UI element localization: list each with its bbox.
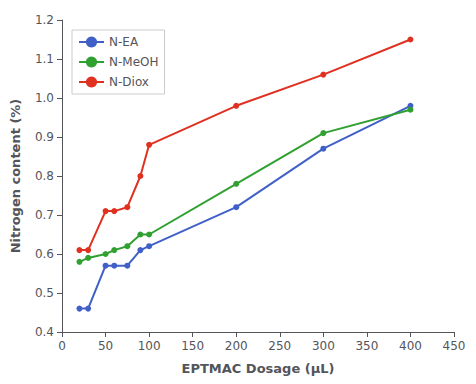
svg-text:N-Diox: N-Diox (109, 75, 149, 89)
svg-text:N-MeOH: N-MeOH (109, 55, 159, 69)
svg-text:150: 150 (181, 339, 204, 353)
svg-text:400: 400 (399, 339, 422, 353)
svg-text:350: 350 (355, 339, 378, 353)
svg-text:0.9: 0.9 (35, 130, 54, 144)
svg-text:1.1: 1.1 (35, 52, 54, 66)
svg-text:0.4: 0.4 (35, 325, 54, 339)
svg-text:250: 250 (268, 339, 291, 353)
svg-text:0.5: 0.5 (35, 286, 54, 300)
svg-text:0.7: 0.7 (35, 208, 54, 222)
svg-text:450: 450 (443, 339, 466, 353)
svg-text:100: 100 (138, 339, 161, 353)
svg-text:300: 300 (312, 339, 335, 353)
svg-text:N-EA: N-EA (109, 35, 139, 49)
svg-text:200: 200 (225, 339, 248, 353)
svg-text:0: 0 (58, 339, 66, 353)
svg-text:1.2: 1.2 (35, 13, 54, 27)
svg-text:1.0: 1.0 (35, 91, 54, 105)
svg-text:EPTMAC Dosage (μL): EPTMAC Dosage (μL) (182, 361, 335, 376)
svg-text:0.6: 0.6 (35, 247, 54, 261)
svg-text:0.8: 0.8 (35, 169, 54, 183)
svg-text:Nitrogen content (%): Nitrogen content (%) (8, 99, 23, 254)
svg-text:50: 50 (98, 339, 113, 353)
